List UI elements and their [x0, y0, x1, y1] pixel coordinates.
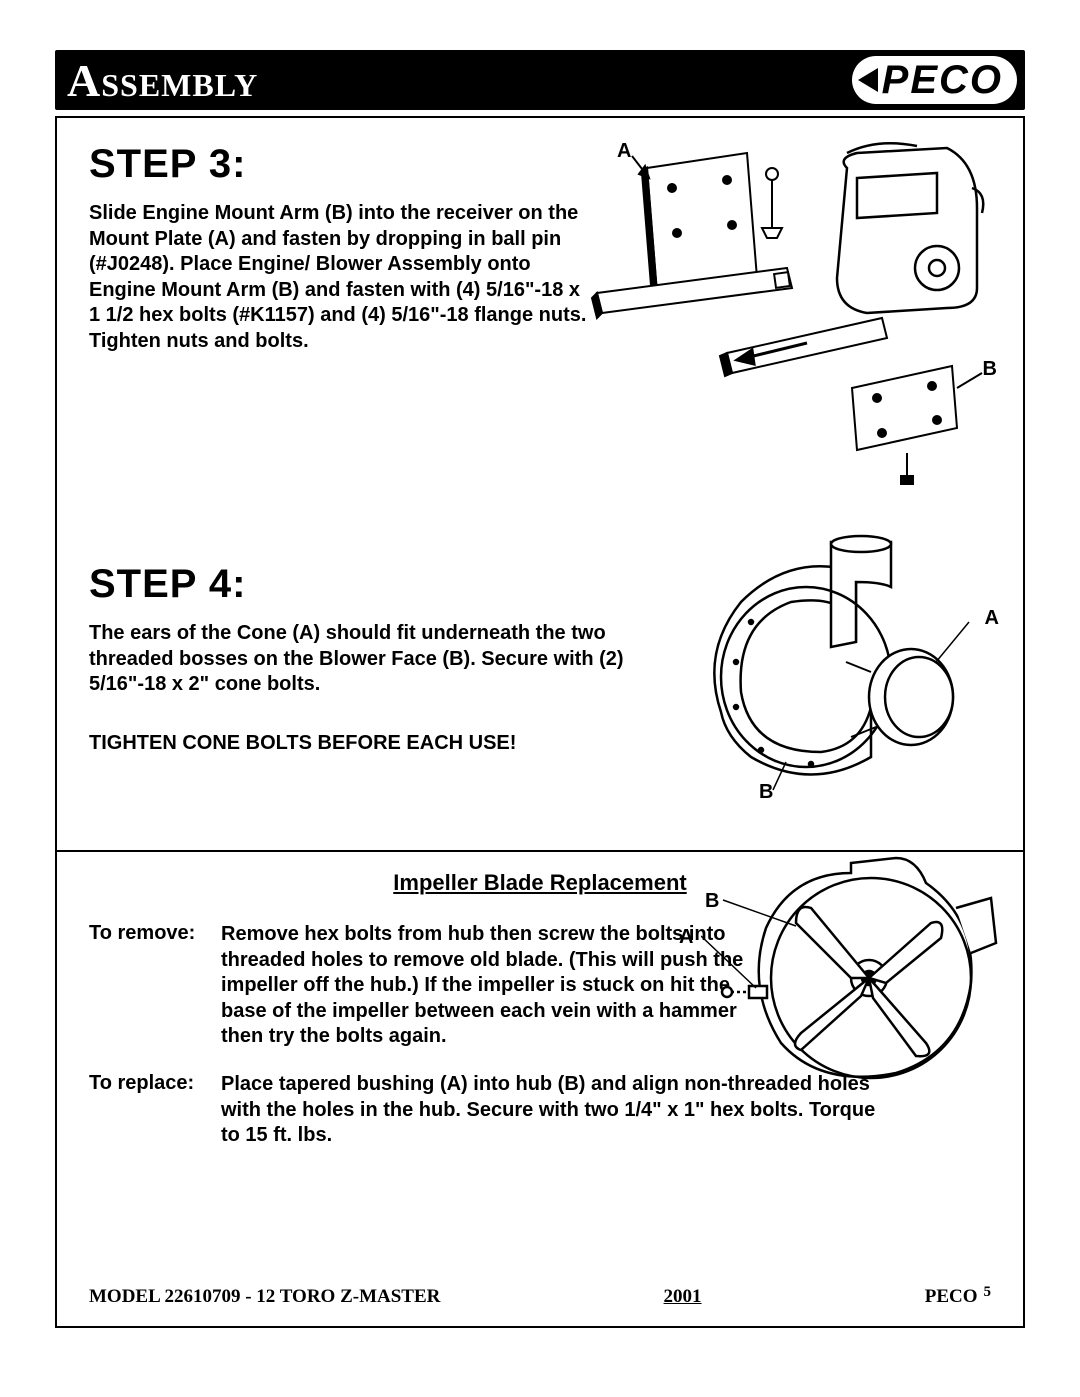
step-4-label-a: A	[985, 607, 999, 630]
footer-model: MODEL 22610709 - 12 TORO Z-MASTER	[89, 1286, 440, 1308]
content-frame: STEP 3: Slide Engine Mount Arm (B) into …	[55, 116, 1025, 1328]
step-3-svg	[577, 138, 997, 498]
step-4-label-b: B	[759, 781, 773, 804]
step-4-block: STEP 4: The ears of the Cone (A) should …	[89, 562, 991, 850]
impeller-label-a: A	[679, 926, 693, 949]
footer-brand: PECO	[925, 1286, 978, 1308]
impeller-remove-label: To remove:	[89, 922, 221, 1050]
footer-year: 2001	[664, 1286, 702, 1308]
step-3-label-b: B	[983, 358, 997, 381]
impeller-replace-label: To replace:	[89, 1072, 221, 1149]
impeller-label-b: B	[705, 890, 719, 913]
section-title: Assembly	[67, 54, 258, 107]
step-3-body: Slide Engine Mount Arm (B) into the rece…	[89, 201, 589, 355]
step-3-diagram: A B	[577, 138, 997, 498]
brand-logo: PECO	[852, 56, 1017, 104]
step-4-svg	[681, 532, 981, 812]
logo-arrow-icon	[858, 68, 878, 92]
footer-brand-page: PECO 5	[925, 1286, 991, 1308]
step-3-label-a: A	[617, 140, 631, 163]
page-footer: MODEL 22610709 - 12 TORO Z-MASTER 2001 P…	[89, 1286, 991, 1308]
step-4-body: The ears of the Cone (A) should fit unde…	[89, 621, 629, 698]
header-bar: Assembly PECO	[55, 50, 1025, 110]
footer-page: 5	[984, 1284, 992, 1301]
step-3-block: STEP 3: Slide Engine Mount Arm (B) into …	[89, 142, 991, 562]
impeller-diagram: A B	[701, 848, 1001, 1098]
impeller-block: Impeller Blade Replacement To remove: Re…	[89, 870, 991, 1149]
logo-text: PECO	[882, 58, 1003, 103]
impeller-remove-body: Remove hex bolts from hub then screw the…	[221, 922, 781, 1050]
impeller-svg	[701, 848, 1001, 1098]
step-4-diagram: A B	[681, 532, 981, 812]
